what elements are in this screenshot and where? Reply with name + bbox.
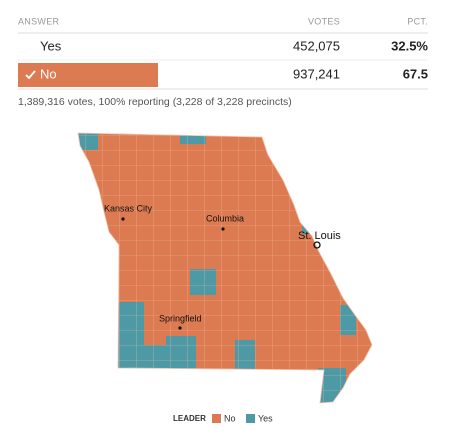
pct: 67.5 [403, 66, 428, 81]
city-dot [121, 217, 125, 221]
answer: Yes [40, 38, 62, 53]
legend-label: No [224, 413, 236, 423]
answer: No [40, 66, 57, 81]
header-answer: ANSWER [18, 16, 60, 26]
summary: 1,389,316 votes, 100% reporting (3,228 o… [18, 96, 292, 108]
city-label: St. Louis [298, 230, 341, 242]
legend-swatch [246, 414, 255, 423]
city-dot [178, 326, 182, 330]
votes: 452,075 [293, 38, 340, 53]
legend-label: Yes [258, 413, 273, 423]
legend-title: LEADER [173, 414, 206, 423]
city-dot [313, 241, 321, 249]
check-icon [25, 70, 36, 80]
winner-highlight [18, 63, 158, 87]
city-label: Kansas City [104, 203, 153, 213]
legend-swatch [212, 414, 221, 423]
pct: 32.5% [391, 38, 428, 53]
city-dot [221, 227, 225, 231]
header-votes: VOTES [308, 16, 340, 26]
votes: 937,241 [293, 66, 340, 81]
header-pct: PCT. [407, 16, 428, 26]
map [78, 133, 372, 403]
city-label: Springfield [159, 313, 202, 323]
state-outline [77, 132, 373, 404]
city-label: Columbia [206, 213, 244, 223]
